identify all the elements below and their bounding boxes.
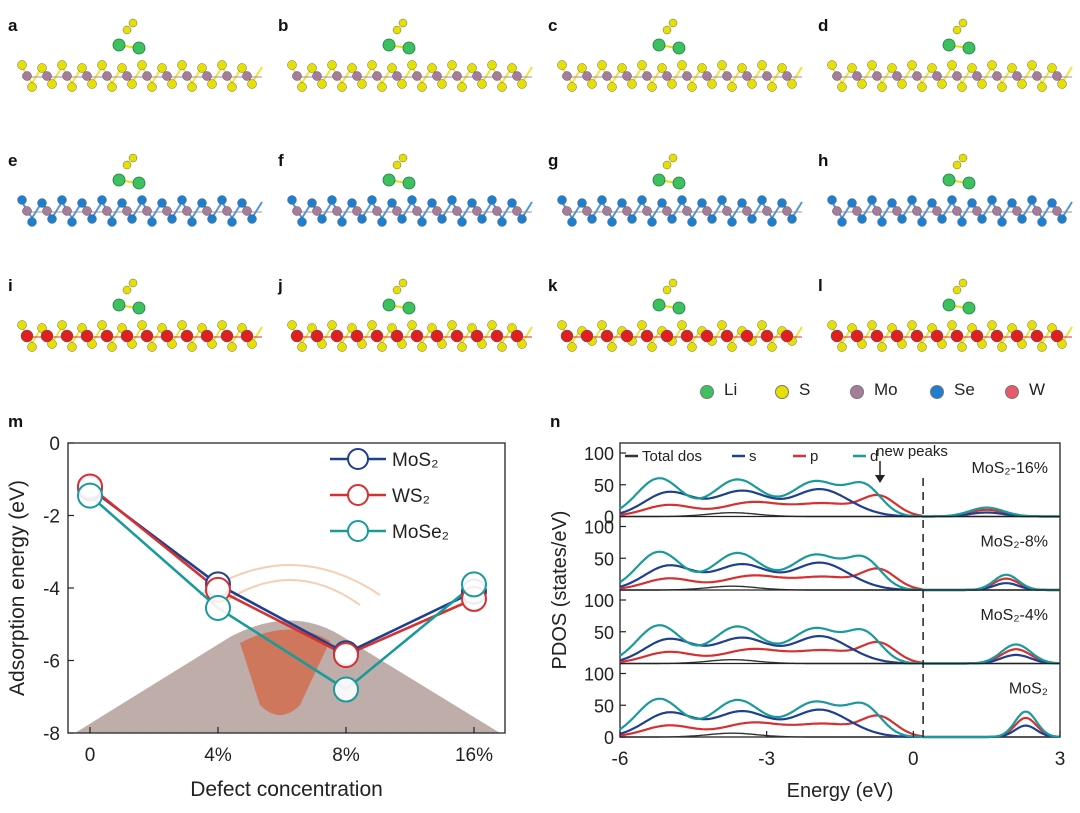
y-axis-title-n: PDOS (states/eV) — [549, 511, 571, 670]
panel-label-f: f — [278, 151, 284, 170]
slab-structure-e — [17, 153, 263, 227]
atom-legend-dot-w — [1005, 385, 1019, 399]
y-tick-label-n: 50 — [594, 696, 614, 716]
series-line-0 — [89, 487, 475, 655]
legend-label-m-1: WS₂ — [392, 486, 430, 507]
panel-label-m: m — [8, 412, 23, 431]
atom-legend-dot-s — [775, 385, 789, 399]
y-tick-label-n: 100 — [584, 518, 614, 538]
atom-legend-label-se: Se — [954, 380, 975, 399]
slab-structure-k — [557, 278, 803, 352]
pdos-curve-p-3 — [619, 714, 1061, 739]
y-tick-label-n: 100 — [584, 444, 614, 464]
x-axis-title-n: Energy (eV) — [787, 780, 894, 802]
legend-marker-m-2 — [347, 520, 369, 542]
x-tick-label-n: -6 — [612, 749, 629, 770]
data-point-s2-1 — [205, 594, 231, 621]
slab-structure-a — [17, 18, 263, 92]
x-tick-label-n: 3 — [1055, 749, 1066, 770]
subpanel-label-2: MoS₂-4% — [980, 607, 1048, 624]
subpanel-label-0: MoS₂-16% — [972, 460, 1048, 477]
y-tick-label-n: 100 — [584, 665, 614, 685]
x-axis-title-m: Defect concentration — [190, 778, 383, 801]
x-tick-label-m: 0 — [85, 745, 96, 766]
structure-panels — [17, 18, 1073, 352]
y-tick-label-n: 50 — [594, 476, 614, 496]
panel-label-e: e — [8, 151, 18, 170]
slab-structure-g — [557, 153, 803, 227]
x-tick-label-m: 16% — [455, 745, 493, 766]
y-tick-label-n: 50 — [594, 623, 614, 643]
slab-structure-h — [827, 153, 1073, 227]
panel-label-d: d — [818, 16, 829, 35]
slab-structure-j — [287, 278, 533, 352]
x-tick-label-m: 4% — [204, 745, 232, 766]
legend-label-n-2: p — [810, 448, 818, 465]
legend-label-n-3: d — [870, 448, 878, 465]
y-tick-label-m: -4 — [43, 579, 60, 600]
y-tick-label-n: 0 — [604, 728, 614, 748]
slab-structure-b — [287, 18, 533, 92]
y-tick-label-m: -8 — [43, 724, 60, 745]
new-peaks-annotation: new peaks — [876, 443, 948, 460]
pdos-curve-d-1 — [619, 550, 1060, 592]
pdos-chart: n MoS₂-16% 100 50 0 MoS₂-8% 100 50 MoS₂-4% 100 50 M… — [549, 412, 1066, 802]
slab-structure-d — [827, 18, 1073, 92]
series-line-1 — [89, 485, 475, 657]
y-tick-label-m: 0 — [49, 434, 60, 455]
pdos-curve-d-0 — [619, 477, 1060, 518]
panel-label-c: c — [548, 16, 558, 35]
pdos-curve-p-0 — [619, 493, 1060, 518]
y-tick-label-n: 0 — [604, 508, 614, 528]
panel-label-l: l — [818, 276, 823, 295]
atom-legend-label-mo: Mo — [874, 380, 898, 399]
y-tick-label-n: 100 — [584, 591, 614, 611]
legend-label-n-1: s — [749, 448, 757, 465]
slab-structure-c — [557, 18, 803, 92]
adsorption-energy-chart: m 0 -2 -4 -6 -8 0 4% 8% 16% Defect concentration Ad… — [6, 412, 506, 801]
panel-label-k: k — [548, 276, 558, 295]
atom-legend-label-w: W — [1029, 380, 1046, 399]
panel-label-a: a — [8, 16, 18, 35]
slab-structure-i — [17, 278, 263, 352]
axes-frame-m — [67, 442, 506, 734]
series-line-2 — [89, 494, 475, 692]
panel-label-g: g — [548, 151, 559, 170]
atom-legend: Li S Mo Se W — [700, 378, 1070, 406]
slab-structure-f — [287, 153, 533, 227]
legend-label-m-2: MoSe₂ — [392, 522, 449, 543]
legend-marker-m-1 — [347, 484, 369, 506]
data-point-s2-0 — [77, 482, 103, 509]
subpanel-label-1: MoS₂-8% — [980, 534, 1048, 551]
y-tick-label-m: -6 — [43, 652, 60, 673]
data-point-s2-3 — [461, 571, 487, 598]
y-tick-label-n: 50 — [594, 549, 614, 569]
panel-label-n: n — [550, 412, 560, 431]
volcano-illustration — [75, 564, 500, 733]
atom-legend-dot-li — [700, 385, 714, 399]
annotation-arrow-head — [875, 475, 885, 483]
subpanel-label-3: MoS₂ — [1009, 681, 1048, 698]
atom-legend-label-li: Li — [724, 380, 738, 399]
panel-label-j: j — [278, 276, 283, 295]
x-tick-label-n: 0 — [908, 749, 919, 770]
data-point-s2-2 — [333, 676, 359, 703]
pdos-curve-d-2 — [619, 624, 1061, 665]
y-tick-label-m: -2 — [43, 507, 60, 528]
x-tick-label-m: 8% — [332, 745, 360, 766]
legend-label-m-0: MoS₂ — [392, 450, 438, 471]
panel-label-h: h — [818, 151, 829, 170]
atom-legend-label-s: S — [799, 380, 811, 399]
legend-marker-m-0 — [347, 448, 369, 470]
panel-label-b: b — [278, 16, 289, 35]
pdos-curve-d-3 — [619, 697, 1061, 739]
x-tick-label-n: -3 — [758, 749, 775, 770]
atom-legend-dot-se — [930, 385, 944, 399]
legend-label-n-0: Total dos — [642, 448, 702, 465]
atom-legend-dot-mo — [850, 385, 864, 399]
y-axis-title-m: Adsorption energy (eV) — [6, 480, 29, 696]
panel-label-i: i — [8, 276, 13, 295]
data-point-s1-2 — [333, 642, 359, 669]
slab-structure-l — [827, 278, 1073, 352]
